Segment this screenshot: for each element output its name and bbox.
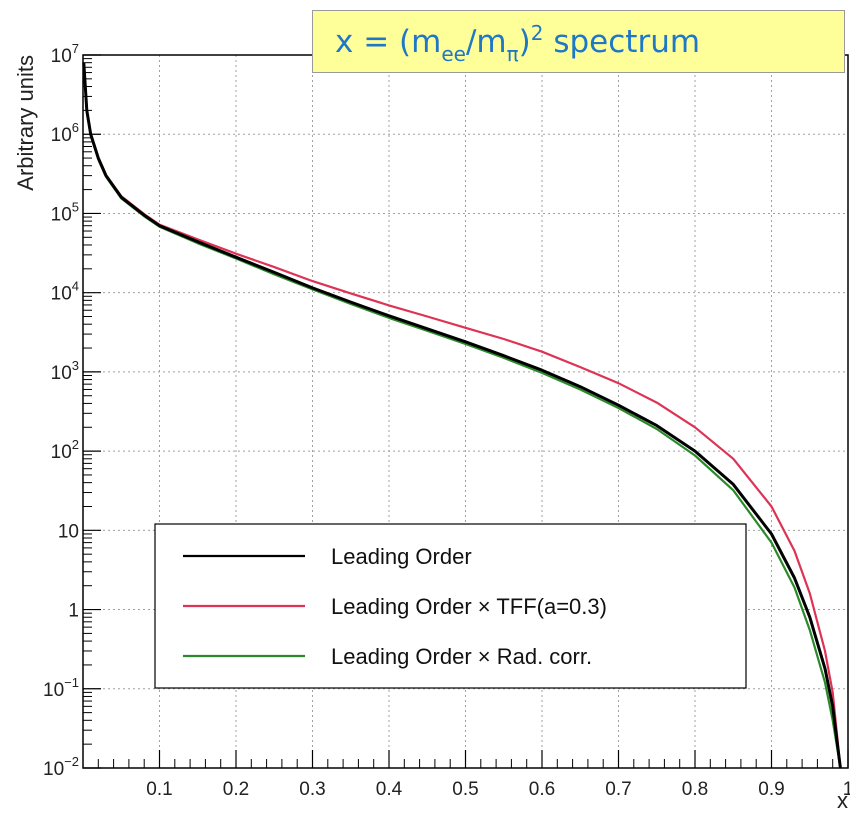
- x-tick-label: 0.4: [376, 779, 403, 800]
- title-x: x: [335, 24, 354, 60]
- y-tick-base: 10: [51, 46, 72, 67]
- x-axis-title: x: [837, 788, 848, 813]
- y-tick-base: 10: [51, 125, 72, 146]
- series-lines: [82, 62, 842, 769]
- y-tick-exponent: 4: [72, 279, 79, 294]
- grid: [83, 55, 848, 768]
- title-m-numerator: m: [411, 24, 442, 60]
- y-tick-base: 1: [68, 601, 79, 622]
- y-tick-base: 10: [51, 284, 72, 305]
- x-tick-label: 0.2: [223, 779, 249, 800]
- x-tick-labels: 0.1 0.2 0.3 0.4 0.5 0.6 0.7 0.8 0.9 1: [146, 779, 850, 800]
- series-line: [82, 62, 842, 769]
- y-tick-label: 107: [51, 41, 79, 67]
- y-tick-label: 103: [51, 358, 79, 384]
- y-tick-base: 10: [51, 442, 72, 463]
- axis-ticks: [83, 54, 849, 769]
- x-tick-label: 0.8: [682, 779, 708, 800]
- x-tick-label: 1: [843, 779, 850, 800]
- title-sub-pi: π: [506, 42, 519, 66]
- x-tick-label: 0.9: [758, 779, 784, 800]
- legend-label: Leading Order × Rad. corr.: [331, 644, 592, 669]
- y-tick-base: 10: [51, 363, 72, 384]
- title-sub-ee: ee: [441, 42, 466, 66]
- y-tick-label: 10: [58, 521, 79, 542]
- title-slash: /: [465, 24, 477, 60]
- y-tick-exponent: −1: [64, 675, 79, 690]
- title-box: x = (mee/mπ)2 spectrum: [312, 10, 845, 73]
- legend-label: Leading Order × TFF(a=0.3): [331, 594, 607, 619]
- y-tick-exponent: 6: [72, 120, 79, 135]
- y-tick-label: 1: [68, 601, 79, 622]
- x-tick-label: 0.7: [605, 779, 631, 800]
- y-tick-label: 10−1: [43, 675, 79, 701]
- x-tick-label: 0.5: [452, 779, 478, 800]
- title-tail: spectrum: [543, 24, 701, 60]
- y-tick-label: 102: [51, 437, 79, 463]
- y-tick-base: 10: [51, 204, 72, 225]
- y-tick-base: 10: [43, 759, 64, 780]
- legend-label: Leading Order: [331, 544, 472, 569]
- y-tick-exponent: −2: [64, 754, 79, 769]
- y-tick-exponent: 5: [72, 199, 79, 214]
- y-tick-exponent: 3: [72, 358, 79, 373]
- x-tick-label: 0.6: [529, 779, 555, 800]
- x-tick-label: 0.3: [299, 779, 325, 800]
- y-tick-label: 106: [51, 120, 79, 146]
- y-axis-title: Arbitrary units: [13, 55, 38, 191]
- y-tick-exponent: 7: [72, 41, 79, 56]
- y-tick-base: 10: [43, 680, 64, 701]
- y-tick-label: 104: [51, 279, 79, 305]
- y-tick-base: 10: [58, 521, 79, 542]
- title-close-paren: ): [518, 24, 531, 60]
- y-tick-label: 10−2: [43, 754, 79, 780]
- y-tick-exponent: 2: [72, 437, 79, 452]
- title-m-denominator: m: [476, 24, 507, 60]
- x-tick-label: 0.1: [146, 779, 172, 800]
- title-exponent: 2: [530, 21, 544, 45]
- y-tick-label: 105: [51, 199, 79, 225]
- title-equals: = (: [353, 24, 412, 60]
- legend: Leading Order Leading Order × TFF(a=0.3) L…: [154, 523, 747, 689]
